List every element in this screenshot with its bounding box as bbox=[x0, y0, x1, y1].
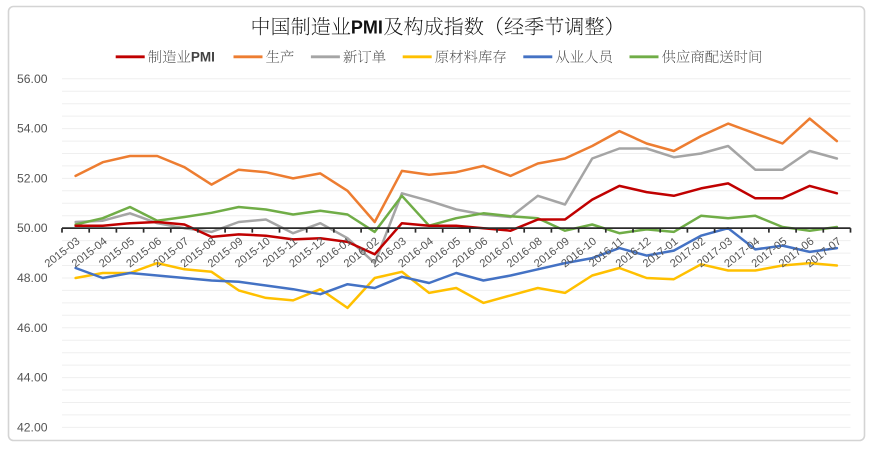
svg-text:54.00: 54.00 bbox=[17, 122, 48, 136]
svg-text:56.00: 56.00 bbox=[17, 72, 48, 86]
svg-text:44.00: 44.00 bbox=[17, 371, 48, 385]
svg-text:52.00: 52.00 bbox=[17, 171, 48, 185]
svg-text:PMI: PMI bbox=[351, 17, 383, 37]
svg-text:42.00: 42.00 bbox=[17, 420, 48, 434]
svg-text:48.00: 48.00 bbox=[17, 271, 48, 285]
svg-text:50.00: 50.00 bbox=[17, 221, 48, 235]
svg-text:PMI: PMI bbox=[191, 50, 215, 65]
svg-text:46.00: 46.00 bbox=[17, 321, 48, 335]
